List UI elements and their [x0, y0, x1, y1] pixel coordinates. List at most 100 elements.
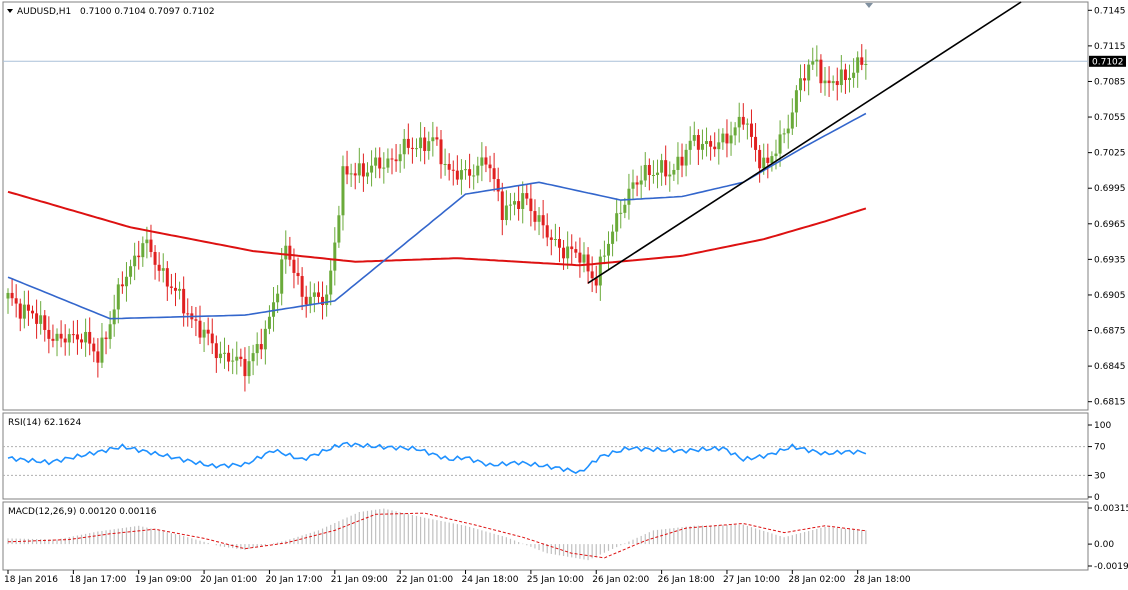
- candle: [100, 322, 104, 369]
- menu-arrow-icon[interactable]: [7, 9, 13, 13]
- candle: [631, 169, 635, 200]
- candle: [713, 132, 717, 157]
- candle: [692, 121, 696, 147]
- candle: [251, 344, 255, 376]
- candle: [611, 224, 615, 257]
- price-tick-label: 0.7055: [1094, 113, 1126, 123]
- candle: [296, 257, 300, 285]
- candle: [737, 102, 741, 143]
- candle: [14, 284, 18, 318]
- candle: [647, 158, 651, 191]
- candle: [848, 64, 852, 93]
- time-tick-label: 26 Jan 18:00: [658, 575, 715, 585]
- candle: [459, 159, 463, 195]
- candle: [329, 259, 333, 306]
- candle: [337, 205, 341, 248]
- macd-label: MACD(12,26,9) 0.00120 0.00116: [8, 507, 157, 517]
- candle: [733, 122, 737, 146]
- rsi-line: [7, 441, 867, 475]
- candle: [680, 143, 684, 178]
- candle: [852, 58, 856, 88]
- candle: [149, 224, 153, 258]
- candle: [124, 262, 128, 302]
- candle: [635, 175, 639, 197]
- macd-panel[interactable]: [2, 501, 1089, 571]
- rsi-label: RSI(14) 62.1624: [8, 418, 81, 428]
- candle: [345, 150, 349, 185]
- ohlc-values: 0.7100 0.7104 0.7097 0.7102: [80, 7, 215, 17]
- candles: [6, 44, 868, 392]
- candle: [639, 165, 643, 199]
- candle: [831, 75, 835, 91]
- candle: [26, 290, 30, 326]
- candle: [349, 163, 353, 187]
- time-tick-label: 19 Jan 09:00: [135, 575, 192, 585]
- candle: [651, 160, 655, 184]
- candle: [75, 319, 79, 355]
- candle: [18, 298, 22, 332]
- candle: [774, 139, 778, 170]
- candle: [455, 155, 459, 185]
- candle: [415, 138, 418, 157]
- trendline[interactable]: [587, 1, 1022, 284]
- candle: [10, 278, 14, 306]
- candle: [370, 150, 374, 187]
- candle: [67, 328, 71, 356]
- candle: [108, 311, 112, 349]
- candle: [276, 285, 280, 314]
- candle: [839, 55, 843, 93]
- candle: [223, 337, 227, 369]
- shift-marker-icon[interactable]: [865, 3, 873, 8]
- price-panel[interactable]: [2, 1, 1089, 411]
- candle: [782, 128, 786, 144]
- candle: [145, 226, 149, 259]
- candle: [586, 247, 590, 284]
- candle: [705, 127, 709, 157]
- candle: [492, 152, 496, 192]
- candle: [578, 237, 582, 278]
- candle: [700, 129, 704, 160]
- candle: [316, 281, 320, 304]
- candle: [304, 285, 308, 318]
- candle: [431, 121, 435, 157]
- macd-tick-label: 0.00315: [1094, 504, 1128, 514]
- rsi-tick-label: 100: [1094, 421, 1111, 431]
- candle: [374, 147, 378, 179]
- candle: [206, 317, 210, 346]
- candle: [517, 185, 521, 221]
- price-tick-label: 0.6935: [1094, 255, 1126, 265]
- candle: [341, 155, 345, 231]
- candle: [676, 142, 680, 185]
- candle: [627, 173, 631, 220]
- candle: [308, 281, 312, 314]
- rsi-panel[interactable]: [2, 412, 1089, 500]
- time-tick-label: 18 Jan 2016: [4, 575, 58, 585]
- candle: [807, 59, 811, 96]
- candle: [153, 245, 157, 280]
- candle: [231, 348, 235, 375]
- candle: [464, 160, 468, 180]
- candle: [533, 199, 537, 231]
- rsi-tick-label: 30: [1094, 471, 1106, 481]
- candle: [116, 278, 120, 324]
- candle: [194, 306, 198, 337]
- candle: [615, 198, 619, 242]
- candle: [770, 151, 774, 172]
- candle: [754, 123, 758, 162]
- candle: [484, 146, 488, 173]
- price-tick-label: 0.6875: [1094, 327, 1126, 337]
- candle: [198, 305, 202, 345]
- candle: [141, 236, 145, 267]
- candle: [725, 119, 729, 158]
- candle: [843, 63, 847, 94]
- candle: [451, 160, 455, 186]
- time-tick-label: 27 Jan 10:00: [723, 575, 780, 585]
- candle: [427, 131, 431, 160]
- candle: [594, 265, 598, 294]
- candle: [423, 127, 427, 165]
- price-tick-label: 0.7025: [1094, 149, 1126, 159]
- candle: [263, 320, 267, 365]
- candle: [590, 256, 594, 293]
